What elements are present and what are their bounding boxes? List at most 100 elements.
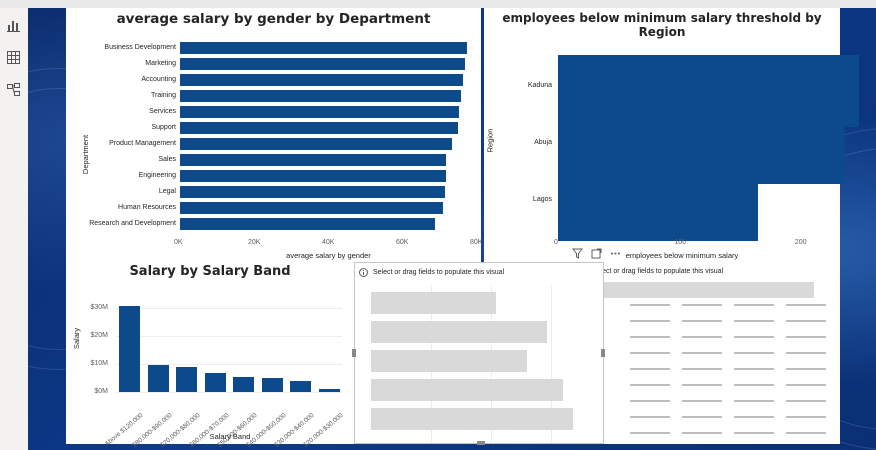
category-label: Product Management (109, 140, 176, 147)
placeholder-cell-line (630, 368, 670, 370)
category-label: Business Development (104, 44, 176, 51)
report-view-icon[interactable] (4, 16, 22, 34)
category-label: Engineering (138, 172, 176, 179)
category-label: Human Resources (118, 204, 176, 211)
placeholder-cell-line (630, 320, 670, 322)
placeholder-cell-line (734, 432, 774, 434)
placeholder-cell-line (786, 432, 826, 434)
left-view-rail (0, 8, 29, 450)
placeholder-cell-line (682, 336, 722, 338)
category-label: Abuja (534, 139, 552, 146)
y-tick-label: $0M (94, 388, 108, 395)
x-tick-label: 100 (674, 239, 687, 246)
category-label: Support (151, 124, 176, 131)
category-label: Lagos (532, 196, 552, 203)
table-placeholder-visual[interactable]: Select or drag fields to populate this v… (588, 262, 840, 444)
table-view-icon[interactable] (4, 48, 22, 66)
y-tick-label: $20M (90, 331, 108, 339)
chart-title: employees below minimum salary threshold… (502, 11, 822, 39)
bar (180, 154, 447, 166)
bar (180, 170, 447, 182)
focus-mode-icon[interactable] (591, 248, 602, 259)
bar (290, 381, 311, 392)
placeholder-cell-line (734, 352, 774, 354)
region-threshold-chart[interactable]: employees below minimum salary threshold… (484, 8, 859, 262)
placeholder-cell-line (682, 400, 722, 402)
bar (180, 122, 458, 134)
category-label: Marketing (145, 60, 176, 67)
category-label: Accounting (141, 76, 176, 83)
placeholder-bar (371, 379, 563, 401)
placeholder-bar (371, 292, 497, 314)
x-tick-label: 40K (322, 239, 335, 246)
placeholder-cell-line (734, 400, 774, 402)
placeholder-cell-line (630, 400, 670, 402)
salary-band-chart[interactable]: Salary by Salary Band $0M $10M $20M $30M Abo… (66, 262, 354, 449)
bar (180, 138, 452, 150)
bar-placeholder-visual[interactable]: Select or drag fields to populate this v… (352, 262, 605, 445)
category-label: Services (149, 108, 176, 115)
bar (180, 58, 465, 70)
bar (233, 376, 254, 392)
bar (180, 106, 460, 118)
bar (180, 186, 445, 198)
resize-handle-right[interactable] (601, 349, 605, 357)
placeholder-cell-line (682, 432, 722, 434)
placeholder-cell-line (734, 368, 774, 370)
placeholder-cell-line (682, 320, 722, 322)
x-tick-label: 60K (396, 239, 409, 246)
y-axis-title: Region (485, 128, 495, 153)
x-tick-label: 80K (470, 239, 483, 246)
model-view-icon[interactable] (4, 80, 22, 98)
placeholder-cell-line (734, 336, 774, 338)
bar (204, 372, 226, 392)
category-label: Legal (158, 188, 176, 195)
placeholder-cell-line (682, 384, 722, 386)
placeholder-cell-line (734, 304, 774, 306)
resize-handle-bottom[interactable] (477, 441, 485, 445)
placeholder-cell-line (630, 336, 670, 338)
placeholder-bar (371, 321, 547, 343)
placeholder-cell-line (682, 352, 722, 354)
y-axis-title: Salary (72, 327, 82, 350)
resize-handle-left[interactable] (352, 349, 356, 357)
placeholder-cell-line (786, 416, 826, 418)
bar (318, 389, 340, 392)
placeholder-message: Select or drag fields to populate this v… (373, 269, 505, 276)
placeholder-cell-line (630, 432, 670, 434)
placeholder-cell-line (734, 320, 774, 322)
placeholder-message: Select or drag fields to populate this v… (592, 268, 724, 275)
placeholder-bar (371, 408, 573, 430)
bar (558, 169, 758, 241)
placeholder-cell-line (630, 416, 670, 418)
placeholder-cell-line (682, 368, 722, 370)
bar (261, 377, 283, 392)
placeholder-cell-line (786, 384, 826, 386)
placeholder-cell-line (682, 304, 722, 306)
category-label: Training (150, 92, 176, 99)
bar (180, 90, 462, 102)
category-label: Sales (158, 156, 176, 163)
placeholder-cell-line (786, 320, 826, 322)
table-header-placeholder (604, 282, 814, 298)
x-tick-label: 20K (248, 239, 261, 246)
placeholder-cell-line (786, 304, 826, 306)
more-options-icon[interactable] (610, 248, 621, 259)
visual-header-toolbar (572, 248, 630, 262)
placeholder-cell-line (786, 336, 826, 338)
x-axis-title: Salary Band (209, 432, 251, 441)
y-gridline (116, 392, 342, 393)
filter-icon[interactable] (572, 248, 583, 259)
report-canvas: average salary by gender by Department B… (28, 8, 876, 450)
department-salary-chart[interactable]: average salary by gender by Department B… (66, 8, 483, 262)
placeholder-cell-line (630, 384, 670, 386)
y-tick-label: $10M (90, 359, 108, 367)
y-axis-title: Department (81, 134, 91, 175)
y-tick-label: $30M (90, 303, 108, 311)
placeholder-gridline (551, 285, 552, 443)
bar (180, 218, 436, 230)
placeholder-cell-line (734, 384, 774, 386)
y-gridline (116, 363, 342, 365)
y-gridline (116, 335, 342, 337)
bar (147, 365, 169, 392)
